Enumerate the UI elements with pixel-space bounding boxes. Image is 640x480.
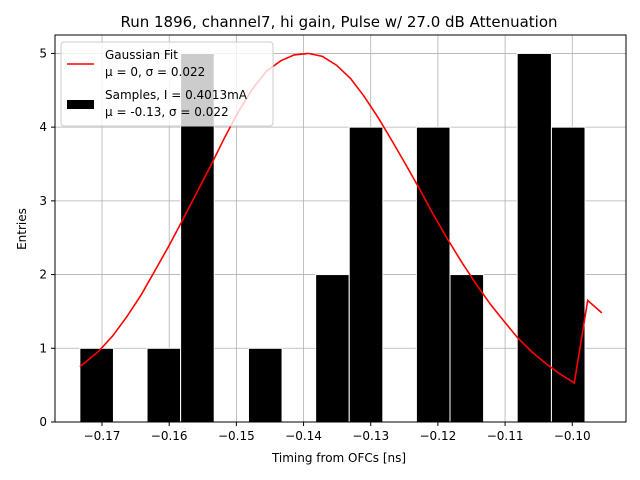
histogram-bar [348,126,384,423]
histogram-bar [516,52,552,423]
x-tick-label: −0.14 [285,429,322,443]
y-tick-label: 0 [39,415,47,429]
histogram-bar [550,126,586,423]
histogram-bar [247,347,283,423]
x-axis-ticks: −0.17 −0.16 −0.15 −0.14 −0.13 −0.12 −0.11 −0.10 [84,422,591,443]
legend-fit-label: Gaussian Fit [105,48,178,62]
histogram-bar [415,126,451,423]
histogram-bar [79,347,114,423]
chart-title: Run 1896, channel7, hi gain, Pulse w/ 27… [120,13,557,31]
plot-frame [54,34,627,423]
x-axis-label: Timing from OFCs [ns] [271,451,406,465]
x-tick-label: −0.17 [84,429,121,443]
legend-samples-swatch [67,100,94,109]
legend: Gaussian Fit μ = 0, σ = 0.022 Samples, I… [60,41,274,127]
legend-box [60,41,274,127]
y-tick-label: 5 [39,46,47,60]
y-axis-label: Entries [15,208,29,250]
histogram-bar [146,347,182,423]
x-tick-label: −0.13 [352,429,389,443]
y-tick-label: 4 [39,120,47,134]
histogram-bar [449,274,485,423]
y-tick-label: 1 [39,341,47,355]
x-tick-label: −0.11 [487,429,524,443]
legend-fit-stats: μ = 0, σ = 0.022 [105,65,205,79]
y-axis-ticks: 0 1 2 3 4 5 [39,46,55,429]
y-tick-label: 2 [39,268,47,282]
fit-line-group [79,52,603,385]
y-tick-label: 3 [39,194,47,208]
x-tick-label: −0.16 [151,429,188,443]
fit-line [79,52,603,385]
x-tick-label: −0.15 [218,429,255,443]
legend-samples-label: Samples, I = 0.4013mA [105,88,248,102]
legend-samples-stats: μ = -0.13, σ = 0.022 [105,105,229,119]
x-tick-label: −0.10 [554,429,591,443]
histogram-bar [315,274,350,423]
x-tick-label: −0.12 [420,429,457,443]
